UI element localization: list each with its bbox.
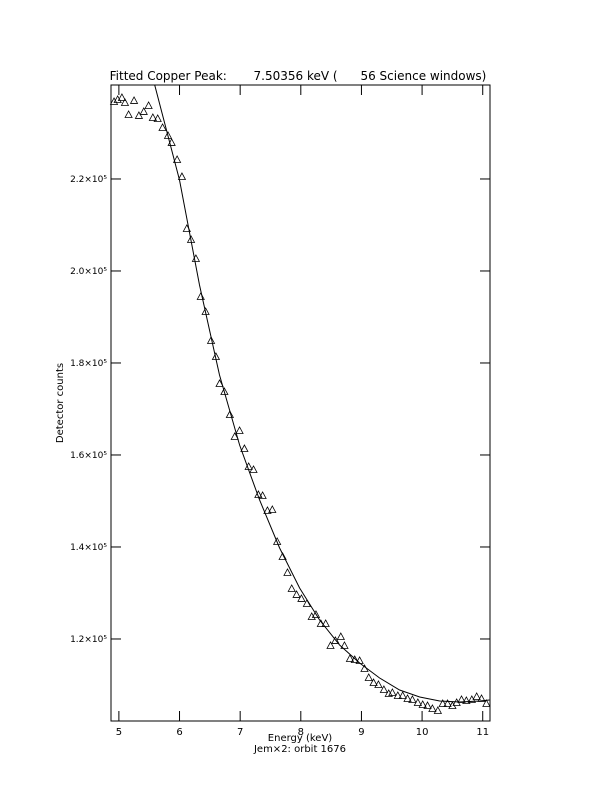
y-tick-label: 1.4×10⁵ <box>70 543 107 553</box>
data-point <box>418 700 427 708</box>
data-point <box>326 641 335 649</box>
data-point <box>235 426 244 434</box>
x-axis-label: Energy (keV) <box>268 733 333 744</box>
data-point <box>321 619 330 627</box>
data-point <box>433 706 443 714</box>
data-point <box>129 96 139 104</box>
data-point <box>350 655 359 663</box>
data-point <box>482 699 491 707</box>
data-point <box>393 691 402 699</box>
data-point <box>311 610 321 618</box>
data-point <box>120 98 130 106</box>
data-point <box>472 692 481 700</box>
x-tick-label: 9 <box>358 727 364 738</box>
data-point <box>374 680 383 688</box>
x-tick-label: 10 <box>416 727 429 738</box>
data-point <box>249 465 258 473</box>
data-point <box>403 694 412 702</box>
y-tick-label: 2.2×10⁵ <box>70 175 107 185</box>
data-point <box>345 654 355 662</box>
data-point <box>457 695 466 703</box>
data-point <box>462 696 471 704</box>
data-point <box>240 444 249 452</box>
data-point <box>283 568 292 576</box>
data-point <box>443 699 452 707</box>
data-point <box>428 704 437 712</box>
data-point <box>144 101 153 109</box>
y-tick-label: 1.2×10⁵ <box>70 635 107 645</box>
data-point <box>117 93 127 101</box>
data-point <box>364 673 373 681</box>
fit-line <box>154 84 490 703</box>
data-point <box>292 590 301 598</box>
subtitle: Jem×2: orbit 1676 <box>253 744 346 755</box>
data-point <box>268 505 277 513</box>
x-tick-label: 11 <box>476 727 489 738</box>
y-tick-label: 1.8×10⁵ <box>70 359 107 369</box>
data-point <box>263 506 272 514</box>
data-point <box>148 113 158 121</box>
data-point <box>225 410 235 418</box>
data-point <box>163 131 173 139</box>
data-point <box>423 701 432 709</box>
data-point <box>287 584 296 592</box>
data-point <box>438 699 447 707</box>
data-point <box>124 110 133 118</box>
data-point <box>340 641 349 649</box>
y-tick-label: 2.0×10⁵ <box>70 267 107 277</box>
data-point <box>139 107 148 115</box>
data-point <box>134 111 144 119</box>
x-tick-label: 7 <box>237 727 243 738</box>
data-point <box>215 379 224 387</box>
y-tick-label: 1.6×10⁵ <box>70 451 107 461</box>
data-point <box>258 491 267 499</box>
data-point <box>220 387 229 395</box>
x-tick-label: 6 <box>176 727 182 738</box>
data-point <box>297 594 306 602</box>
data-point <box>477 694 486 702</box>
data-point <box>388 688 397 696</box>
data-point <box>158 123 167 131</box>
data-point <box>336 632 345 640</box>
data-point <box>369 678 378 686</box>
data-point <box>177 172 187 180</box>
data-point <box>278 552 287 560</box>
data-point <box>153 114 162 122</box>
x-tick-label: 8 <box>298 727 304 738</box>
data-point <box>398 691 407 699</box>
data-point <box>172 155 182 163</box>
y-axis-label: Detector counts <box>55 363 66 443</box>
chart-title: Fitted Copper Peak: 7.50356 keV ( 56 Sci… <box>110 69 487 83</box>
data-point <box>379 685 389 693</box>
x-tick-label: 5 <box>116 727 122 738</box>
data-point <box>109 97 119 105</box>
data-point <box>408 695 417 703</box>
data-point <box>272 537 282 545</box>
data-point <box>413 698 423 706</box>
data-point <box>331 636 340 644</box>
data-point <box>230 432 239 440</box>
data-point <box>206 336 216 344</box>
